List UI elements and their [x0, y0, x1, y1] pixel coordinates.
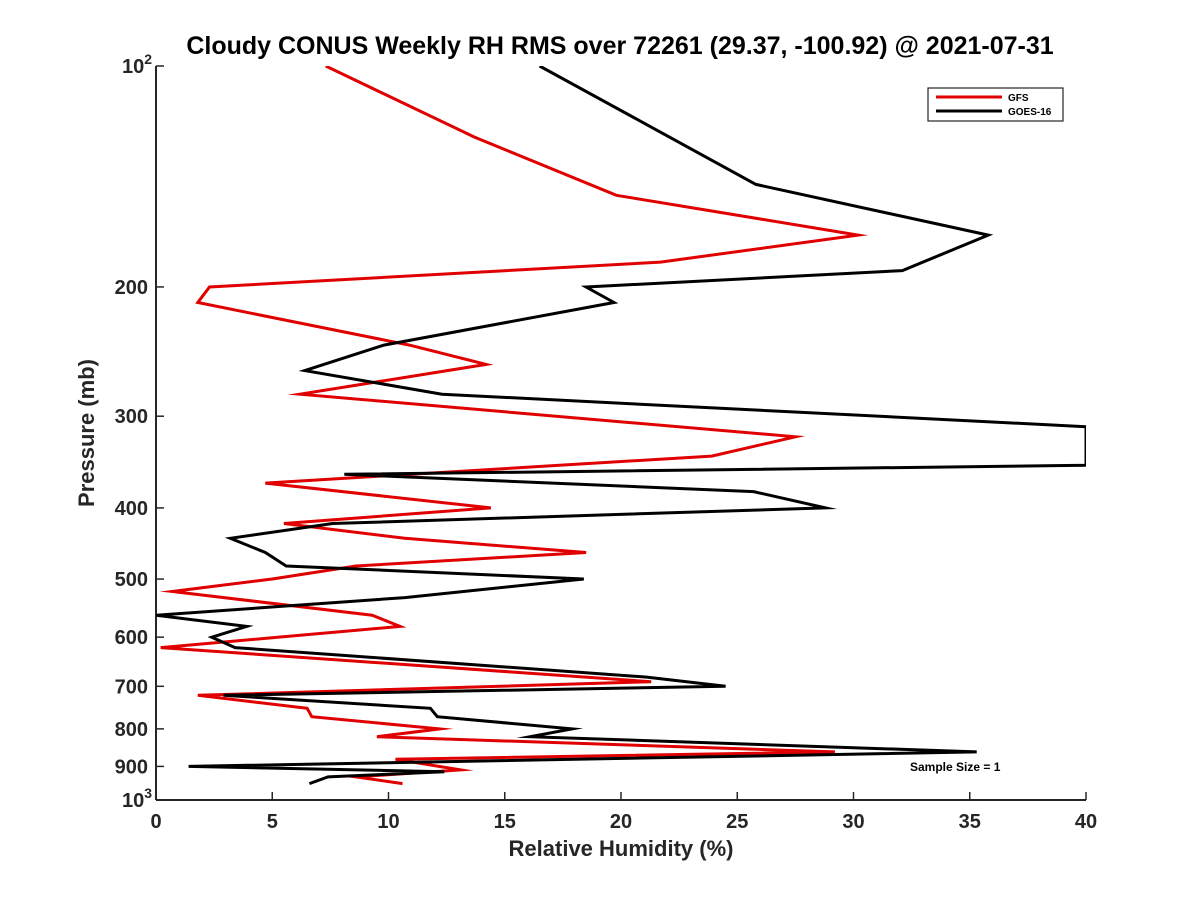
- plot-area: [155, 66, 1086, 801]
- legend: GFS GOES-16: [927, 87, 1064, 122]
- legend-label: GFS: [1008, 93, 1029, 104]
- y-tick-label: 200: [115, 277, 148, 299]
- y-tick-label: 900: [115, 756, 148, 778]
- y-axis-label: Pressure (mb): [74, 359, 99, 507]
- y-tick-label: 300: [115, 406, 148, 428]
- series-line-gfs: [159, 66, 869, 786]
- y-tick-label: 102: [122, 51, 152, 78]
- x-tick-label: 20: [610, 811, 632, 833]
- chart-title: Cloudy CONUS Weekly RH RMS over 72261 (2…: [186, 32, 1053, 60]
- x-tick-label: 35: [959, 811, 981, 833]
- x-tick-label: 0: [150, 811, 161, 833]
- y-tick-label: 800: [115, 719, 148, 741]
- x-axis-ticks: 0 5 10 15 20 25 30 35 40: [150, 792, 1097, 833]
- x-tick-label: 15: [494, 811, 516, 833]
- y-tick-label: 400: [115, 498, 148, 520]
- y-axis-ticks: 102 200 300 400 500 600 700 800 900 103: [115, 51, 164, 812]
- y-tick-label: 700: [115, 676, 148, 698]
- x-tick-label: 30: [842, 811, 864, 833]
- x-axis-label: Relative Humidity (%): [509, 836, 734, 861]
- sample-size-annotation: Sample Size = 1: [910, 760, 1001, 774]
- x-tick-label: 40: [1075, 811, 1097, 833]
- x-tick-label: 25: [726, 811, 748, 833]
- y-tick-label: 500: [115, 569, 148, 591]
- series-layer: [156, 66, 1086, 786]
- x-tick-label: 10: [377, 811, 399, 833]
- y-tick-label: 103: [122, 785, 152, 812]
- legend-box: [927, 87, 1064, 122]
- legend-label: GOES-16: [1008, 107, 1052, 118]
- x-tick-label: 5: [267, 811, 278, 833]
- series-line-goes-16: [156, 66, 1086, 786]
- y-tick-label: 600: [115, 627, 148, 649]
